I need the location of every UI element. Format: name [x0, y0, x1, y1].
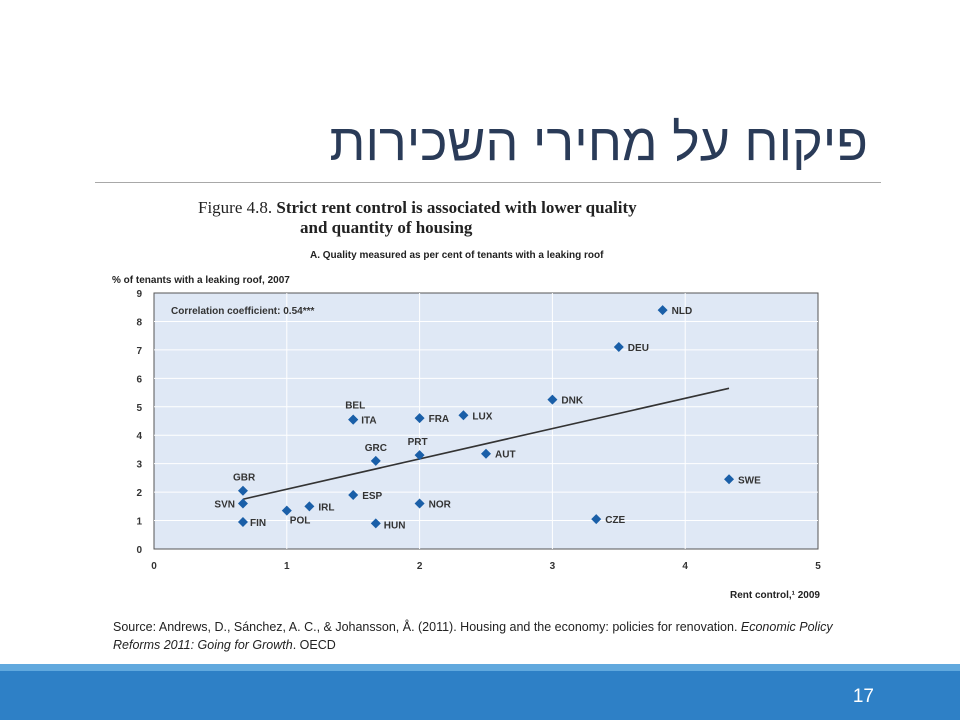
- footer-accent: [0, 664, 960, 671]
- data-point: [237, 516, 248, 527]
- trend-line: [242, 387, 730, 501]
- x-tick-label: 3: [550, 561, 556, 572]
- footer-bar: [0, 664, 960, 720]
- y-tick-label: 3: [136, 460, 142, 471]
- y-tick-label: 0: [136, 545, 142, 556]
- point-label: ESP: [362, 491, 382, 502]
- point-label: LUX: [472, 411, 492, 422]
- x-ticks: 0 1 2 3 4 5: [151, 561, 821, 572]
- point-label: AUT: [495, 450, 516, 461]
- data-point: [657, 305, 668, 316]
- point-label: NOR: [429, 499, 452, 510]
- figure-heading-line2: and quantity of housing: [300, 218, 473, 237]
- figure-label: Figure 4.8.: [198, 198, 273, 217]
- data-point: [547, 394, 558, 405]
- scatter-chart-svg: 0 1 2 3 4 5 0 1 2 3 4 5 6 7 8 9 NLD DEU DNK BEL ITA FRA LUX G…: [112, 275, 821, 601]
- scatter-chart: 0 1 2 3 4 5 0 1 2 3 4 5 6 7 8 9 NLD DEU DNK BEL ITA FRA LUX G…: [100, 268, 840, 608]
- y-tick-label: 8: [136, 317, 142, 328]
- page-number: 17: [852, 686, 874, 707]
- point-label: POL: [290, 516, 311, 527]
- x-tick-label: 2: [417, 561, 423, 572]
- point-label: IRL: [318, 502, 334, 513]
- data-point: [348, 414, 359, 425]
- panel-title: A. Quality measured as per cent of tenan…: [310, 250, 604, 261]
- y-tick-label: 2: [136, 488, 142, 499]
- source-prefix: Source: Andrews, D., Sánchez, A. C., & J…: [113, 620, 741, 634]
- data-point: [458, 410, 469, 421]
- data-points: NLD DEU DNK BEL ITA FRA LUX GRC PRT AUT SWE GBR SVN E…: [214, 305, 761, 531]
- point-label: DNK: [561, 396, 583, 407]
- slide-title: פיקוח על מחירי השכירות: [329, 114, 868, 172]
- correlation-annotation: Correlation coefficient: 0.54***: [171, 306, 314, 317]
- y-tick-label: 9: [136, 289, 142, 300]
- data-point: [237, 498, 248, 509]
- point-label: SVN: [214, 499, 235, 510]
- source-italic: Economic Policy Reforms 2011: Going for …: [113, 620, 833, 652]
- figure-heading: Figure 4.8. Strict rent control is assoc…: [198, 198, 818, 238]
- point-label: NLD: [672, 306, 693, 317]
- y-tick-label: 5: [136, 403, 142, 414]
- data-point: [370, 518, 381, 529]
- point-label: SWE: [738, 475, 761, 486]
- point-label: FRA: [429, 414, 450, 425]
- y-tick-label: 1: [136, 517, 142, 528]
- data-point: [237, 485, 248, 496]
- x-axis-label: Rent control,¹ 2009: [730, 590, 820, 601]
- data-point: [414, 450, 425, 461]
- y-tick-label: 7: [136, 346, 142, 357]
- y-tick-label: 6: [136, 374, 142, 385]
- source-citation: Source: Andrews, D., Sánchez, A. C., & J…: [113, 618, 853, 654]
- data-point: [414, 413, 425, 424]
- point-label: ITA: [361, 416, 376, 427]
- data-point: [613, 342, 624, 353]
- data-point: [304, 501, 315, 512]
- data-point: [348, 489, 359, 500]
- point-label: DEU: [628, 343, 649, 354]
- data-point: [414, 498, 425, 509]
- data-point: [370, 455, 381, 466]
- y-tick-label: 4: [136, 431, 142, 442]
- y-axis-label: % of tenants with a leaking roof, 2007: [112, 275, 290, 286]
- plot-area: [153, 292, 819, 550]
- figure-heading-line1: Strict rent control is associated with l…: [276, 198, 637, 217]
- point-label: GRC: [365, 443, 387, 454]
- point-label: HUN: [384, 520, 406, 531]
- point-label: BEL: [345, 401, 365, 412]
- x-tick-label: 4: [682, 561, 688, 572]
- point-label: PRT: [408, 437, 428, 448]
- data-point: [591, 514, 602, 525]
- data-point: [281, 505, 292, 516]
- title-divider: [95, 182, 881, 183]
- point-label: CZE: [605, 515, 625, 526]
- y-ticks: 0 1 2 3 4 5 6 7 8 9: [136, 289, 142, 556]
- point-label: GBR: [233, 473, 256, 484]
- data-point: [724, 474, 735, 485]
- data-point: [481, 448, 491, 459]
- x-tick-label: 5: [815, 561, 821, 572]
- point-label: FIN: [250, 518, 266, 529]
- source-suffix: . OECD: [292, 638, 336, 652]
- x-tick-label: 0: [151, 561, 157, 572]
- x-tick-label: 1: [284, 561, 290, 572]
